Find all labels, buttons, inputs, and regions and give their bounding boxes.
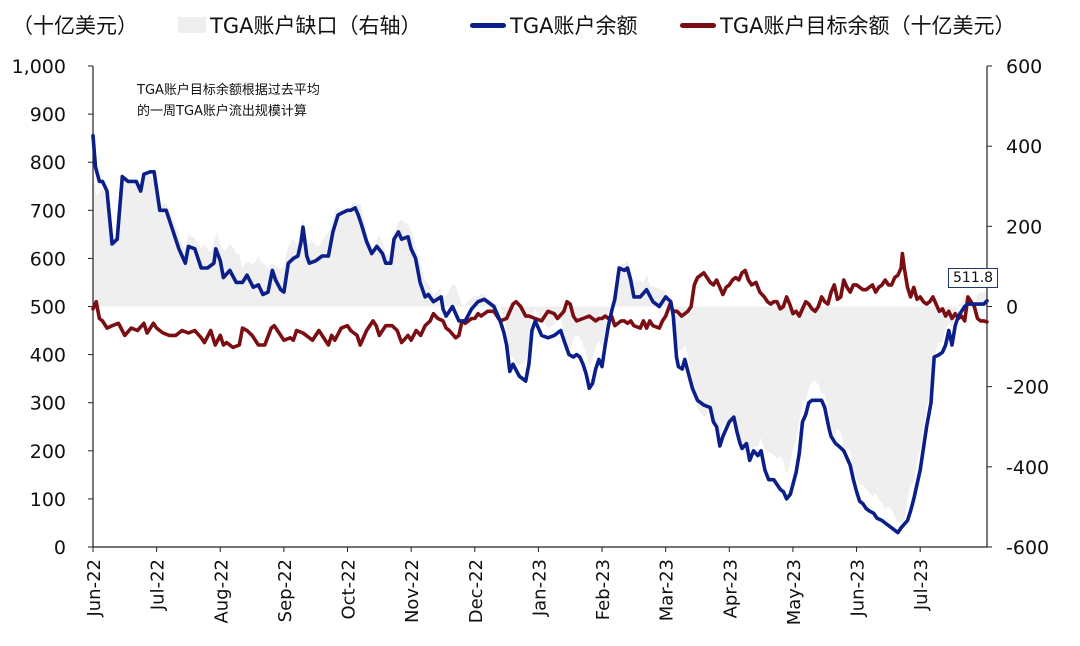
- series-line-target: [91, 251, 989, 350]
- unit-label: （十亿美元）: [12, 14, 138, 38]
- left-tick-label: 500: [30, 297, 66, 319]
- right-tick-label: -200: [1006, 377, 1049, 399]
- legend-label-balance: TGA账户余额: [510, 14, 638, 38]
- right-tick-label: 0: [1006, 297, 1018, 319]
- right-tick-label: 600: [1006, 56, 1042, 78]
- legend-item-gap: TGA账户缺口（右轴）: [178, 10, 421, 40]
- x-tick-label: Jan-23: [529, 559, 550, 617]
- left-tick-label: 300: [30, 393, 66, 415]
- left-tick-label: 600: [30, 248, 66, 270]
- x-tick-label: Aug-22: [211, 559, 232, 624]
- x-tick-label: Nov-22: [402, 559, 423, 623]
- series-line-balance: [91, 133, 989, 535]
- legend-swatch-gap: [178, 17, 206, 33]
- x-tick-label: Apr-23: [720, 559, 741, 618]
- legend-item-balance: TGA账户余额: [470, 10, 637, 40]
- x-tick-label: Feb-23: [593, 559, 614, 620]
- x-axis-ticks: Jun-22 Jul-22 Aug-22 Sep-22 Oct-22 Nov-22 Dec-…: [84, 547, 932, 625]
- x-tick-label: May-23: [784, 559, 805, 625]
- x-tick-label: Jul-22: [148, 559, 169, 611]
- x-tick-label: Jul-23: [911, 559, 932, 611]
- legend-swatch-balance: [470, 22, 506, 28]
- left-axis-ticks: 0 100 200 300 400 500 600 700 800 900 1,000: [12, 56, 93, 559]
- gap-area-series: [93, 162, 987, 523]
- x-tick-label: Jun-23: [848, 559, 869, 618]
- annotation-line-2: 的一周TGA账户流出规模计算: [137, 104, 307, 119]
- legend-swatch-target: [680, 22, 716, 28]
- legend-label-target: TGA账户目标余额（十亿美元）: [720, 14, 1016, 38]
- right-axis-ticks: -600 -400 -200 0 200 400 600: [987, 56, 1049, 559]
- left-tick-label: 1,000: [12, 56, 66, 78]
- x-tick-label: Oct-22: [339, 559, 360, 620]
- gap-area-fill: [93, 162, 987, 523]
- x-tick-label: Mar-23: [657, 559, 678, 621]
- left-tick-label: 700: [30, 200, 66, 222]
- x-tick-label: Sep-22: [275, 559, 296, 622]
- annotation-line-1: TGA账户目标余额根据过去平均: [137, 83, 320, 98]
- left-tick-label: 400: [30, 345, 66, 367]
- series-lines: [91, 133, 989, 535]
- legend-item-target: TGA账户目标余额（十亿美元）: [680, 10, 1015, 40]
- right-tick-label: 400: [1006, 136, 1042, 158]
- legend-label-gap: TGA账户缺口（右轴）: [210, 14, 422, 38]
- x-tick-label: Dec-22: [466, 559, 487, 623]
- left-tick-label: 800: [30, 152, 66, 174]
- left-tick-label: 100: [30, 489, 66, 511]
- left-tick-label: 900: [30, 104, 66, 126]
- right-tick-label: -600: [1006, 537, 1049, 559]
- x-tick-label: Jun-22: [84, 559, 105, 618]
- right-tick-label: 200: [1006, 216, 1042, 238]
- last-value-callout: 511.8: [948, 268, 999, 288]
- chart-annotation: TGA账户目标余额根据过去平均 的一周TGA账户流出规模计算: [137, 80, 320, 122]
- left-tick-label: 0: [54, 537, 66, 559]
- right-tick-label: -400: [1006, 457, 1049, 479]
- left-tick-label: 200: [30, 441, 66, 463]
